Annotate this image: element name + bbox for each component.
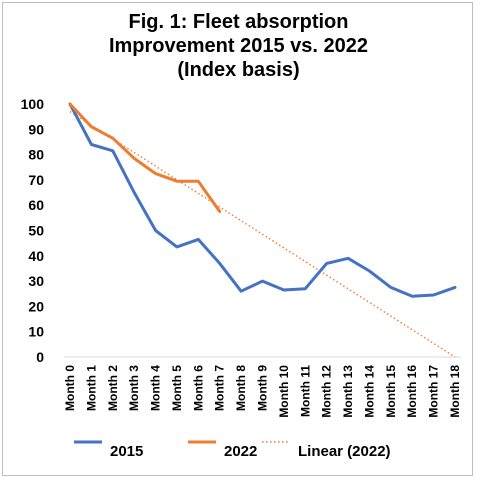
y-tick-label: 60: [28, 197, 44, 213]
x-tick-label: Month 11: [298, 365, 312, 417]
x-tick-label: Month 0: [63, 365, 77, 411]
legend-item-2015: 2015: [74, 439, 143, 463]
x-tick-label: Month 9: [256, 365, 270, 411]
chart-marks: [68, 102, 457, 358]
x-tick-label: Month 13: [341, 365, 355, 418]
x-tick-label: Month 3: [127, 365, 141, 411]
x-tick-label: Month 2: [106, 365, 120, 411]
series-line-2022: [68, 102, 222, 213]
chart-frame: [2, 2, 473, 476]
chart-title: Fig. 1: Fleet absorption Improvement 201…: [0, 10, 477, 82]
x-tick-label: Month 1: [84, 365, 98, 411]
y-tick-label: 80: [28, 147, 44, 163]
y-tick-label: 30: [28, 273, 44, 289]
y-tick-label: 100: [21, 96, 45, 112]
y-tick-label: 10: [28, 324, 44, 340]
x-tick-label: Month 5: [170, 365, 184, 411]
x-tick-label: Month 10: [277, 365, 291, 418]
y-tick-label: 0: [36, 349, 44, 365]
chart-title-line-3: (Index basis): [177, 59, 300, 81]
y-tick-label: 40: [28, 248, 44, 264]
x-tick-label: Month 6: [191, 365, 205, 411]
x-tick-label: Month 12: [320, 365, 334, 418]
legend-item-linear-2022: Linear (2022): [262, 439, 391, 463]
legend: 2015 2022 Linear (2022): [0, 439, 477, 463]
trendline-linear-2022: [69, 110, 456, 358]
y-tick-label: 50: [28, 223, 44, 239]
y-tick-label: 90: [28, 121, 44, 137]
legend-label-linear-2022: Linear (2022): [298, 442, 391, 460]
x-axis-tick-labels: Month 0 Month 1 Month 2 Month 3 Month 4 Month…: [63, 365, 462, 418]
chart-title-line-2: Improvement 2015 vs. 2022: [108, 35, 369, 57]
x-tick-label: Month 16: [405, 365, 419, 418]
x-tick-label: Month 7: [213, 365, 227, 411]
legend-label-2015: 2015: [110, 442, 144, 460]
x-tick-label: Month 18: [448, 365, 462, 418]
x-tick-label: Month 8: [234, 365, 248, 411]
y-tick-label: 20: [28, 298, 44, 314]
x-tick-label: Month 15: [384, 365, 398, 418]
y-tick-label: 70: [28, 172, 44, 188]
legend-item-2022: 2022: [188, 439, 257, 463]
x-tick-label: Month 4: [149, 365, 163, 411]
x-tick-label: Month 17: [427, 365, 441, 418]
x-tick-label: Month 14: [362, 365, 376, 418]
series-line-2015: [68, 102, 457, 298]
legend-label-2022: 2022: [224, 442, 258, 460]
chart-title-line-1: Fig. 1: Fleet absorption: [128, 11, 349, 33]
